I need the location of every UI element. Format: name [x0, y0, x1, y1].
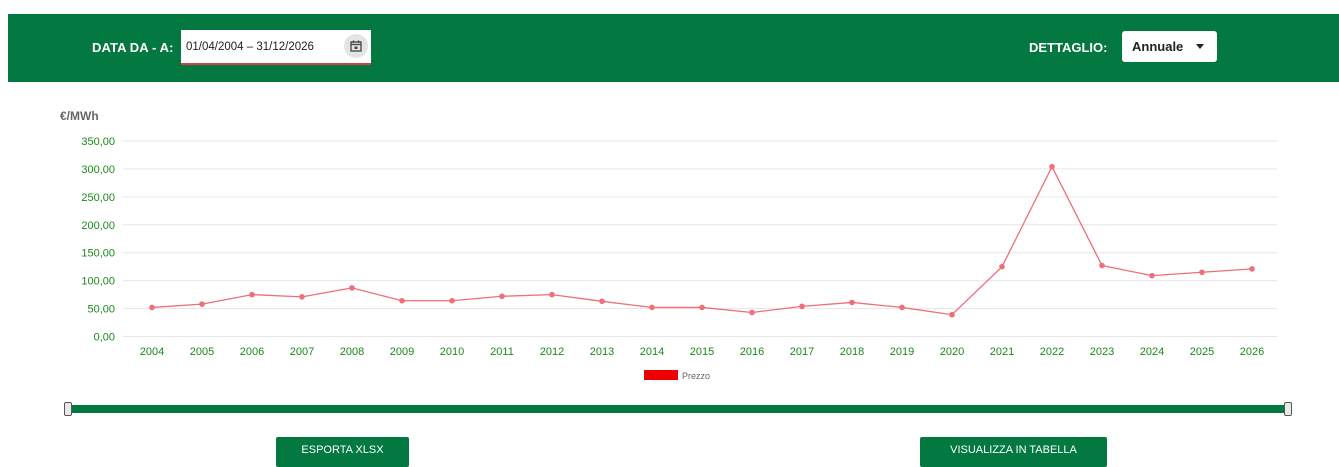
data-point [1199, 269, 1205, 276]
legend-label: Prezzo [682, 371, 710, 381]
y-tick-label: 150,00 [81, 248, 115, 260]
data-point [949, 311, 955, 318]
data-point [1049, 163, 1055, 170]
y-tick-label: 300,00 [81, 164, 115, 176]
y-tick-label: 250,00 [81, 192, 115, 204]
y-tick-label: 50,00 [87, 304, 115, 316]
view-table-button[interactable]: VISUALIZZA IN TABELLA [920, 437, 1107, 467]
x-tick-label: 2017 [790, 346, 814, 358]
x-tick-label: 2007 [290, 346, 314, 358]
series-line [151, 165, 1253, 316]
x-tick-label: 2011 [490, 346, 514, 358]
date-range-value: 01/04/2004 – 31/12/2026 [186, 41, 314, 53]
x-tick-label: 2024 [1140, 346, 1164, 358]
data-point [849, 299, 855, 306]
x-tick-label: 2018 [840, 346, 864, 358]
x-tick-label: 2008 [340, 346, 364, 358]
data-point [1099, 262, 1105, 269]
data-point [899, 304, 905, 311]
legend-swatch [644, 370, 678, 380]
calendar-button[interactable] [344, 34, 368, 58]
data-point [199, 301, 205, 307]
x-tick-label: 2009 [390, 346, 414, 358]
data-point [299, 294, 305, 300]
detail-selected-value: Annuale [1132, 39, 1184, 54]
x-tick-label: 2013 [590, 346, 614, 358]
x-tick-label: 2005 [190, 346, 214, 358]
data-point [649, 304, 655, 311]
x-tick-label: 2010 [440, 346, 464, 358]
data-point [549, 291, 555, 298]
y-tick-label: 350,00 [81, 136, 115, 148]
x-tick-label: 2015 [690, 346, 714, 358]
x-tick-label: 2026 [1240, 346, 1264, 358]
x-tick-label: 2006 [240, 346, 264, 358]
data-point [149, 304, 155, 311]
x-tick-label: 2016 [740, 346, 764, 358]
data-point [449, 297, 455, 304]
date-range-input[interactable]: 01/04/2004 – 31/12/2026 [181, 30, 371, 65]
x-tick-label: 2012 [540, 346, 564, 358]
x-tick-label: 2023 [1090, 346, 1114, 358]
data-point [1249, 266, 1255, 272]
x-tick-label: 2019 [890, 346, 914, 358]
calendar-icon [350, 40, 362, 52]
data-point [399, 297, 405, 304]
date-range-label: DATA DA - A: [92, 40, 174, 55]
data-point [799, 303, 805, 310]
x-tick-label: 2025 [1190, 346, 1214, 358]
y-tick-label: 200,00 [81, 220, 115, 232]
data-point [699, 304, 705, 311]
data-point [999, 263, 1005, 270]
data-point [249, 291, 255, 298]
y-tick-label: 100,00 [81, 276, 115, 288]
data-point [1149, 272, 1155, 279]
chevron-down-icon [1196, 44, 1204, 49]
data-point [349, 285, 355, 291]
data-point [749, 309, 755, 316]
price-chart: €/MWh 0,00 50,00 100,00 150,00 200,00 250,00 30… [60, 109, 1277, 381]
range-slider-handle-end[interactable] [1284, 402, 1292, 416]
data-point [499, 293, 505, 300]
x-tick-label: 2020 [940, 346, 964, 358]
x-tick-label: 2021 [990, 346, 1014, 358]
range-slider-track[interactable] [68, 405, 1288, 413]
export-xlsx-button[interactable]: ESPORTA XLSX [276, 437, 409, 467]
y-tick-label: 0,00 [94, 332, 115, 344]
detail-label: DETTAGLIO: [1029, 40, 1108, 55]
data-point [599, 298, 605, 305]
y-axis-unit-label: €/MWh [60, 109, 99, 123]
range-slider-handle-start[interactable] [64, 402, 72, 416]
x-tick-label: 2022 [1040, 346, 1064, 358]
filter-bar: DATA DA - A: 01/04/2004 – 31/12/2026 DET… [8, 14, 1339, 82]
detail-select[interactable]: Annuale [1122, 31, 1217, 62]
x-tick-label: 2014 [640, 346, 664, 358]
x-tick-label: 2004 [140, 346, 164, 358]
